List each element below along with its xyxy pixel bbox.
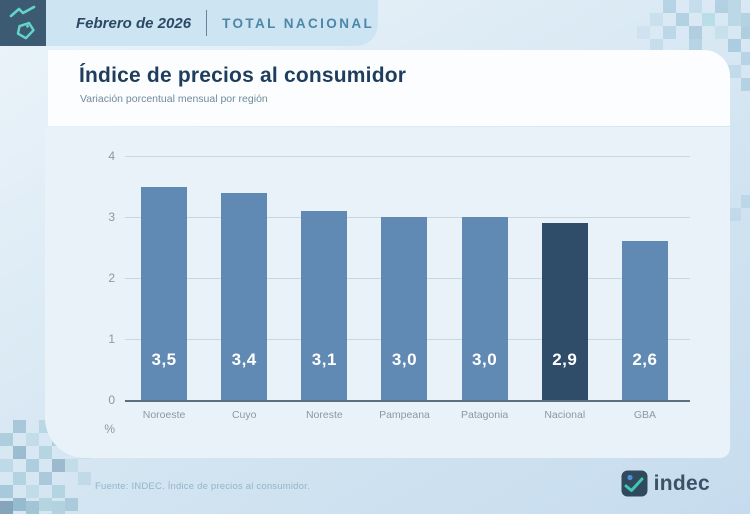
x-category-label: Cuyo bbox=[231, 409, 257, 421]
x-category-label: Noreste bbox=[305, 409, 343, 421]
gridline-y-4 bbox=[125, 156, 690, 157]
bar-column-cuyo: 3,4 Cuyo bbox=[204, 156, 284, 421]
x-category-label: Patagonia bbox=[460, 409, 509, 421]
mosaic-decoration-bottom-left bbox=[0, 420, 13, 433]
mosaic-decoration-top-right bbox=[637, 0, 650, 13]
scope-label: TOTAL NACIONAL bbox=[222, 15, 375, 31]
x-category-label: GBA bbox=[633, 409, 656, 421]
period-label: Febrero de 2026 bbox=[76, 14, 192, 32]
bar-column-pampeana: 3,0 Pampeana bbox=[364, 156, 444, 421]
x-category-label: Noroeste bbox=[142, 409, 186, 421]
bar-noreste: 3,1 bbox=[301, 210, 348, 400]
bar-column-noroeste: 3,5 Noroeste bbox=[124, 156, 204, 421]
source-note: Fuente: INDEC. Índice de precios al cons… bbox=[95, 481, 310, 492]
y-tick-label-0: 0 bbox=[108, 393, 115, 407]
bar-noroeste: 3,5 bbox=[141, 186, 188, 400]
bar-value-label: 3,0 bbox=[391, 350, 418, 369]
bar-cuyo: 3,4 bbox=[221, 192, 268, 400]
header-band: Febrero de 2026 TOTAL NACIONAL bbox=[46, 0, 378, 46]
x-category-label: Nacional bbox=[544, 409, 586, 421]
bar-value-label: 3,4 bbox=[231, 350, 257, 369]
page-subtitle: Variación porcentual mensual por región bbox=[80, 93, 268, 105]
bar-value-label: 3,1 bbox=[311, 350, 337, 369]
y-axis: 0 1 2 3 4 bbox=[75, 149, 115, 407]
bar-value-label: 2,9 bbox=[552, 350, 578, 369]
bar-column-nacional: 2,9 Nacional bbox=[525, 156, 605, 421]
indec-logo-icon bbox=[621, 470, 648, 497]
bar-value-label: 3,0 bbox=[472, 350, 498, 369]
bar-column-patagonia: 3,0 Patagonia bbox=[445, 156, 525, 421]
page-title: Índice de precios al consumidor bbox=[79, 64, 407, 87]
bar-column-noreste: 3,1 Noreste bbox=[284, 156, 364, 421]
bar-value-label: 3,5 bbox=[151, 350, 177, 369]
bar-nacional: 2,9 bbox=[541, 223, 588, 400]
y-tick-label-3: 3 bbox=[108, 210, 115, 224]
bars-container: 3,5 Noroeste 3,4 Cuyo 3,1 Noreste 3,0 Pampeana 3… bbox=[124, 156, 685, 421]
y-tick-label-1: 1 bbox=[108, 332, 115, 346]
y-axis-unit-label: % bbox=[104, 422, 115, 436]
gridline-y-0 bbox=[125, 400, 690, 402]
y-tick-label-4: 4 bbox=[108, 149, 115, 163]
bar-patagonia: 3,0 bbox=[461, 217, 508, 400]
bar-value-label: 2,6 bbox=[632, 350, 658, 369]
indec-logo: indec bbox=[621, 470, 710, 497]
bar-column-gba: 2,6 GBA bbox=[605, 156, 685, 421]
bar-pampeana: 3,0 bbox=[381, 217, 428, 400]
bar-gba: 2,6 bbox=[621, 241, 668, 400]
y-tick-label-2: 2 bbox=[108, 271, 115, 285]
price-trend-tag-icon bbox=[0, 0, 46, 46]
indec-logo-text: indec bbox=[653, 471, 710, 495]
x-category-label: Pampeana bbox=[379, 409, 430, 421]
header-divider bbox=[206, 10, 208, 36]
bar-chart-panel: 0 1 2 3 4 3,5 Noroeste 3,4 Cuyo 3,1 Noreste 3,0 Pam… bbox=[45, 127, 730, 458]
title-card: Índice de precios al consumidor Variació… bbox=[48, 50, 730, 126]
